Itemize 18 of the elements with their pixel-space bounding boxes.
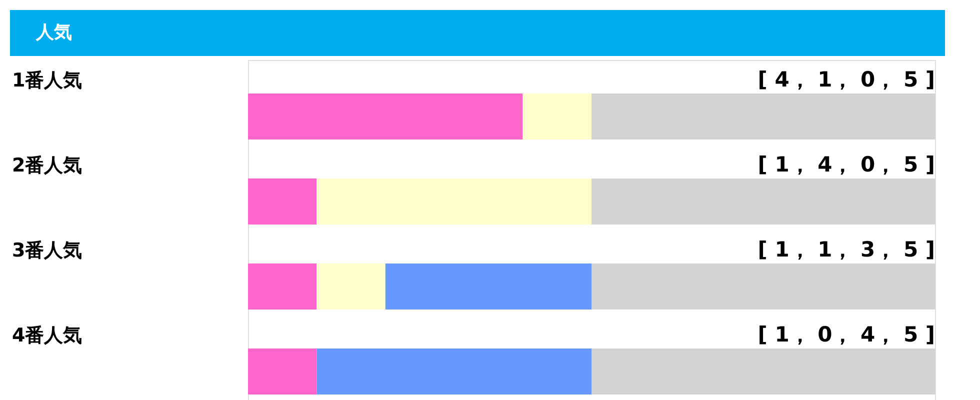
y-tick-label: 2番人気 xyxy=(12,154,82,176)
bar xyxy=(248,94,523,140)
bar xyxy=(316,264,386,310)
annotation: [ 1， 1， 3， 5 ] xyxy=(758,238,935,262)
bar xyxy=(248,178,317,224)
annotation: [ 4， 1， 0， 5 ] xyxy=(758,68,935,92)
annotation: [ 1， 4， 0， 5 ] xyxy=(758,152,935,176)
y-tick-label: 4番人気 xyxy=(12,324,82,346)
annotation: [ 1， 0， 4， 5 ] xyxy=(758,322,935,346)
bar xyxy=(316,348,592,394)
bar xyxy=(522,94,592,140)
y-tick-label: 3番人気 xyxy=(12,240,82,262)
bar xyxy=(248,348,317,394)
text: 人気 xyxy=(35,22,72,43)
bar xyxy=(385,264,592,310)
y-tick-label: 1番人気 xyxy=(12,70,82,92)
bar xyxy=(316,178,592,224)
bar xyxy=(248,264,317,310)
